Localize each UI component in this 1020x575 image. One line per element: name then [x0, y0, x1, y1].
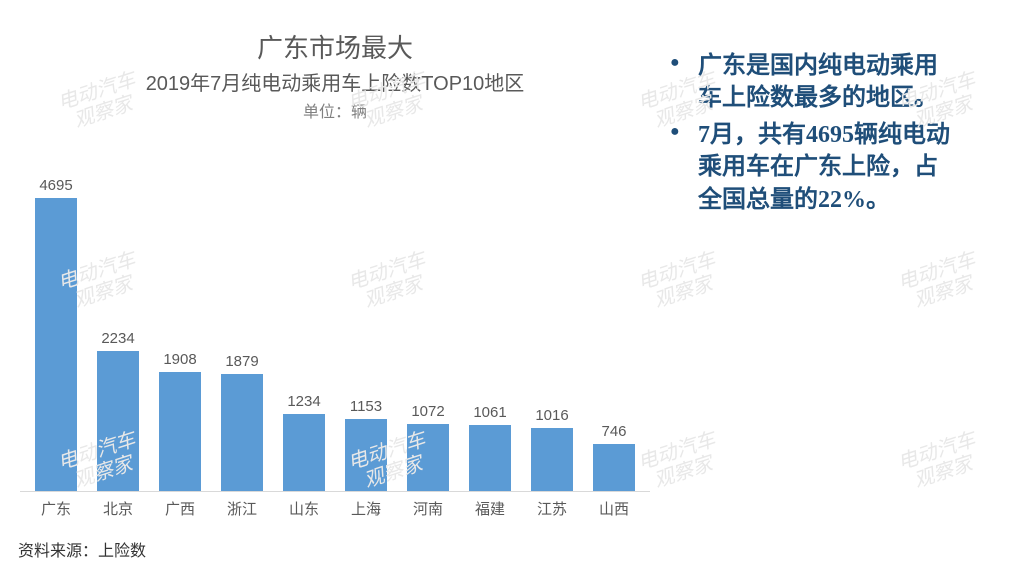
bar-group: 1908: [150, 152, 210, 491]
bar-chart: 4695 2234 1908 1879 1234 1153 1072 1061 1016 746: [20, 152, 650, 492]
bar: [35, 198, 77, 491]
bar-group: 1072: [398, 152, 458, 491]
bar: [97, 351, 139, 491]
chart-unit: 单位：辆: [20, 98, 650, 122]
x-axis-label: 北京: [88, 498, 148, 519]
bar: [531, 428, 573, 492]
bar-group: 4695: [26, 152, 86, 491]
x-axis-label: 广东: [26, 498, 86, 519]
x-axis-label: 上海: [336, 498, 396, 519]
bar-value-label: 1153: [350, 398, 382, 415]
note-item: 广东是国内纯电动乘用车上险数最多的地区。: [670, 50, 950, 115]
x-axis-label: 浙江: [212, 498, 272, 519]
bar-group: 1153: [336, 152, 396, 491]
side-notes: 广东是国内纯电动乘用车上险数最多的地区。7月，共有4695辆纯电动乘用车在广东上…: [660, 0, 980, 575]
bar-group: 746: [584, 152, 644, 491]
bar: [221, 374, 263, 491]
bar-group: 1234: [274, 152, 334, 491]
page-container: 广东市场最大 2019年7月纯电动乘用车上险数TOP10地区 单位：辆 4695…: [0, 0, 1020, 575]
bar-value-label: 1234: [287, 393, 320, 410]
bar-group: 1879: [212, 152, 272, 491]
x-axis-labels: 广东北京广西浙江山东上海河南福建江苏山西: [20, 492, 650, 519]
x-axis-label: 河南: [398, 498, 458, 519]
chart-subtitle: 2019年7月纯电动乘用车上险数TOP10地区: [20, 67, 650, 96]
bar: [159, 372, 201, 491]
bar-value-label: 746: [601, 423, 626, 440]
bar-value-label: 2234: [101, 330, 134, 347]
chart-area: 广东市场最大 2019年7月纯电动乘用车上险数TOP10地区 单位：辆 4695…: [0, 0, 660, 575]
notes-list: 广东是国内纯电动乘用车上险数最多的地区。7月，共有4695辆纯电动乘用车在广东上…: [670, 50, 950, 216]
x-axis-label: 山东: [274, 498, 334, 519]
bar: [345, 419, 387, 491]
chart-main-title: 广东市场最大: [20, 28, 650, 65]
x-axis-label: 广西: [150, 498, 210, 519]
bar-value-label: 1016: [535, 407, 568, 424]
x-axis-label: 山西: [584, 498, 644, 519]
bar-value-label: 4695: [39, 177, 72, 194]
bar: [469, 425, 511, 491]
bar: [407, 424, 449, 491]
bar-group: 1061: [460, 152, 520, 491]
bar-value-label: 1072: [411, 403, 444, 420]
bar-value-label: 1061: [473, 404, 506, 421]
x-axis-label: 江苏: [522, 498, 582, 519]
bar-value-label: 1908: [163, 351, 196, 368]
bar-value-label: 1879: [225, 353, 258, 370]
bar: [593, 444, 635, 491]
bar-group: 1016: [522, 152, 582, 491]
bar: [283, 414, 325, 491]
chart-titles: 广东市场最大 2019年7月纯电动乘用车上险数TOP10地区 单位：辆: [20, 28, 650, 122]
x-axis-label: 福建: [460, 498, 520, 519]
source-label: 资料来源：上险数: [18, 537, 146, 561]
bar-group: 2234: [88, 152, 148, 491]
note-item: 7月，共有4695辆纯电动乘用车在广东上险，占全国总量的22%。: [670, 119, 950, 216]
